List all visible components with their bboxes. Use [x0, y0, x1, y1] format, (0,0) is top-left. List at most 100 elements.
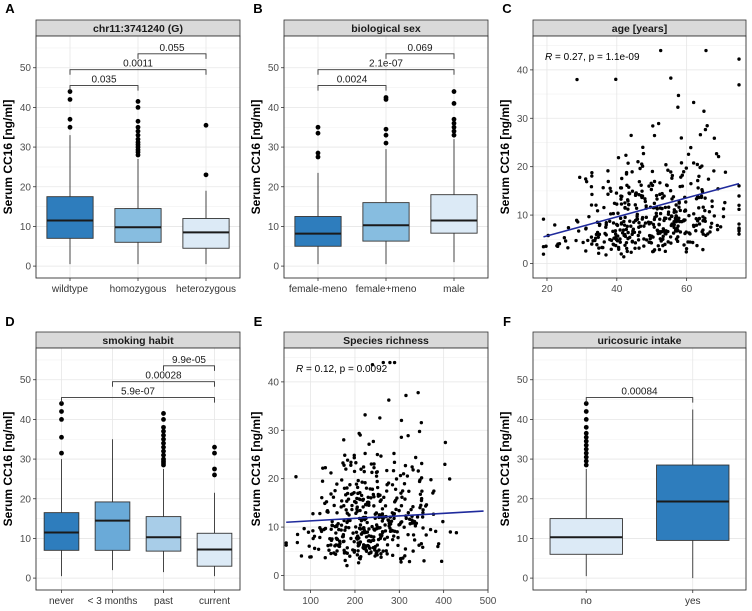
regression-line — [286, 510, 484, 524]
scatter-point — [637, 230, 642, 234]
scatter-point — [658, 192, 662, 197]
outlier-point — [383, 126, 389, 132]
scatter-point — [403, 497, 407, 501]
scatter-point — [694, 217, 698, 221]
scatter-point — [682, 243, 686, 247]
scatter-point — [655, 197, 659, 201]
scatter-point — [345, 458, 350, 462]
scatter-point — [411, 504, 415, 509]
scatter-point — [583, 177, 588, 181]
scatter-point — [333, 552, 338, 556]
scatter-point — [616, 211, 620, 215]
scatter-point — [307, 544, 311, 548]
scatter-point — [341, 534, 345, 539]
scatter-point — [723, 200, 727, 205]
outlier-point — [583, 458, 589, 464]
outlier-point — [212, 466, 217, 472]
scatter-point — [390, 528, 394, 533]
scatter-point — [644, 215, 649, 220]
scatter-point — [284, 543, 288, 547]
scatter-point — [345, 551, 349, 555]
scatter-point — [701, 215, 705, 219]
scatter-point — [644, 238, 649, 242]
significance-bracket: 0.055 — [137, 43, 207, 59]
y-tick-label: 50 — [268, 63, 280, 74]
scatter-point — [686, 152, 691, 156]
scatter-point — [594, 203, 598, 207]
scatter-point — [327, 548, 331, 552]
y-axis-label: Serum CC16 [ng/ml] — [498, 412, 512, 527]
scatter-point — [366, 539, 371, 543]
scatter-point — [563, 239, 568, 243]
panel-title: age [years] — [612, 23, 667, 35]
scatter-point — [621, 228, 626, 232]
scatter-point — [590, 192, 594, 197]
scatter-point — [407, 489, 411, 493]
bracket-line — [137, 53, 207, 59]
scatter-point — [352, 469, 357, 474]
scatter-point — [709, 221, 714, 225]
significance-bracket: 5.9e-07 — [61, 387, 215, 403]
box-yes — [656, 409, 730, 579]
box-body — [114, 208, 162, 243]
scatter-point — [441, 519, 445, 524]
scatter-point — [350, 507, 354, 512]
scatter-point — [640, 217, 645, 221]
scatter-point — [641, 145, 645, 150]
scatter-point — [601, 186, 605, 190]
scatter-point — [557, 242, 562, 246]
scatter-point — [359, 493, 364, 498]
scatter-point — [350, 503, 354, 508]
scatter-point — [416, 469, 420, 473]
scatter-point — [695, 162, 700, 167]
scatter-point — [362, 517, 367, 522]
scatter-point — [339, 505, 343, 509]
scatter-point — [715, 223, 720, 228]
scatter-point — [618, 240, 622, 244]
scatter-point — [684, 166, 689, 170]
significance-bracket: 0.069 — [385, 43, 455, 59]
scatter-point — [329, 538, 334, 543]
scatter-point — [616, 245, 621, 250]
outlier-point — [59, 417, 64, 422]
scatter-point — [638, 224, 643, 228]
scatter-point — [578, 175, 582, 180]
scatter-point — [737, 226, 741, 230]
scatter-point — [295, 540, 300, 545]
scatter-point — [395, 530, 399, 534]
scatter-point — [419, 461, 424, 466]
x-tick-label: 400 — [435, 596, 452, 607]
bracket-p-value: 2.1e-07 — [369, 59, 403, 70]
scatter-point — [737, 184, 741, 188]
scatter-point — [699, 194, 704, 198]
scatter-point — [718, 225, 723, 229]
scatter-point — [342, 463, 346, 467]
scatter-point — [619, 252, 623, 256]
bracket-line — [585, 397, 694, 403]
scatter-point — [715, 227, 720, 232]
y-tick-label: 20 — [20, 182, 32, 193]
scatter-point — [361, 543, 366, 547]
panel-title: Species richness — [343, 335, 429, 347]
outlier-point — [583, 450, 589, 456]
outlier-point — [67, 124, 73, 130]
scatter-point — [389, 519, 394, 523]
scatter-point — [670, 176, 674, 180]
scatter-point — [670, 197, 674, 201]
scatter-point — [664, 183, 669, 187]
bracket-line — [69, 85, 139, 91]
scatter-point — [689, 145, 693, 150]
scatter-point — [372, 528, 377, 532]
outlier-point — [161, 440, 166, 446]
scatter-point — [302, 526, 306, 531]
outlier-point — [212, 444, 217, 450]
scatter-point — [640, 162, 644, 166]
scatter-point — [649, 187, 654, 192]
y-axis-label: Serum CC16 [ng/ml] — [1, 412, 15, 527]
scatter-point — [586, 238, 590, 243]
y-tick-label: 50 — [20, 63, 32, 74]
scatter-point — [687, 231, 691, 235]
x-tick-label: 40 — [611, 284, 623, 295]
